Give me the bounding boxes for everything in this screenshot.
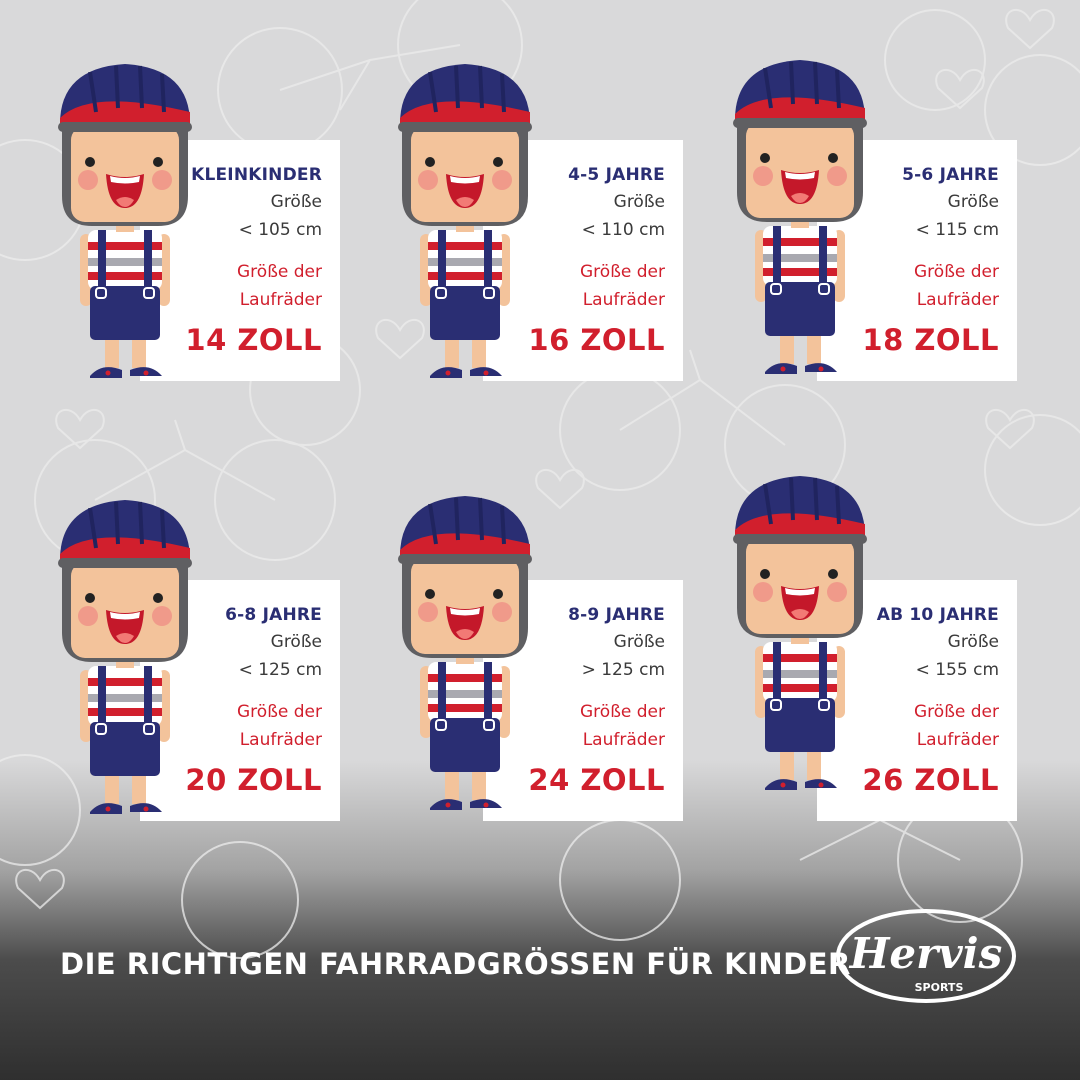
kid-helmet <box>733 476 867 544</box>
kid-overalls <box>765 226 835 336</box>
kid-overalls <box>430 230 500 340</box>
wheel-label: Laufräder <box>239 730 322 750</box>
kid-head <box>737 120 863 222</box>
age-group: 8-9 JAHRE <box>568 605 665 625</box>
card-text: AB 10 JAHRE Größe < 155 cm Größe der Lau… <box>829 602 999 798</box>
height-label: Größe <box>270 192 322 212</box>
kid-shirt <box>763 226 837 286</box>
kid-illustration <box>58 64 192 378</box>
svg-text:SPORTS: SPORTS <box>915 981 964 994</box>
height-value: < 115 cm <box>915 220 999 240</box>
kid-helmet <box>398 496 532 564</box>
kid-overalls <box>90 230 160 340</box>
wheel-label: Größe der <box>914 702 999 722</box>
kid-overalls <box>430 662 500 772</box>
card-text: 6-8 JAHRE Größe < 125 cm Größe der Laufr… <box>152 602 322 798</box>
height-value: < 105 cm <box>238 220 322 240</box>
age-group: AB 10 JAHRE <box>876 605 999 625</box>
wheel-label: Größe der <box>237 702 322 722</box>
kid-overalls <box>765 642 835 752</box>
kid-helmet <box>58 500 192 568</box>
height-value: > 125 cm <box>581 660 665 680</box>
kid-shirt <box>428 662 502 722</box>
card-text: 8-9 JAHRE Größe > 125 cm Größe der Laufr… <box>495 602 665 798</box>
wheel-label: Laufräder <box>582 730 665 750</box>
wheel-size: 16 ZOLL <box>528 323 665 357</box>
age-group: 5-6 JAHRE <box>902 165 999 185</box>
wheel-label: Größe der <box>237 262 322 282</box>
size-card: KLEINKINDER Größe < 105 cm Größe der Lau… <box>140 140 340 381</box>
card-text: KLEINKINDER Größe < 105 cm Größe der Lau… <box>152 162 322 358</box>
height-label: Größe <box>947 192 999 212</box>
wheel-size: 18 ZOLL <box>862 323 999 357</box>
wheel-label: Laufräder <box>916 290 999 310</box>
size-card: 5-6 JAHRE Größe < 115 cm Größe der Laufr… <box>817 140 1017 381</box>
size-card: AB 10 JAHRE Größe < 155 cm Größe der Lau… <box>817 580 1017 821</box>
card-text: 4-5 JAHRE Größe < 110 cm Größe der Laufr… <box>495 162 665 358</box>
wheel-size: 14 ZOLL <box>185 323 322 357</box>
wheel-label: Größe der <box>914 262 999 282</box>
kid-helmet <box>398 64 532 132</box>
wheel-label: Größe der <box>580 702 665 722</box>
height-label: Größe <box>947 632 999 652</box>
height-label: Größe <box>613 192 665 212</box>
kid-shirt <box>88 666 162 726</box>
footer-title: DIE RICHTIGEN FAHRRADGRÖSSEN FÜR KINDER <box>60 947 851 981</box>
kid-head <box>62 124 188 226</box>
wheel-size: 20 ZOLL <box>185 763 322 797</box>
kid-illustration <box>58 500 192 814</box>
svg-text:Hervis: Hervis <box>849 929 1003 978</box>
kid-shirt <box>88 230 162 290</box>
kid-head <box>737 536 863 638</box>
wheel-label: Laufräder <box>239 290 322 310</box>
kid-illustration <box>398 496 532 810</box>
kid-shirt <box>763 642 837 702</box>
hervis-sports-logo: Hervis SPORTS <box>836 909 1016 1003</box>
height-value: < 155 cm <box>915 660 999 680</box>
kid-helmet <box>733 60 867 128</box>
card-text: 5-6 JAHRE Größe < 115 cm Größe der Laufr… <box>829 162 999 358</box>
kid-head <box>402 556 528 658</box>
wheel-label: Größe der <box>580 262 665 282</box>
age-group: 4-5 JAHRE <box>568 165 665 185</box>
height-label: Größe <box>613 632 665 652</box>
kid-illustration <box>733 476 867 790</box>
kid-helmet <box>58 64 192 132</box>
age-group: KLEINKINDER <box>191 165 322 185</box>
kid-illustration <box>733 60 867 374</box>
kid-shirt <box>428 230 502 290</box>
height-label: Größe <box>270 632 322 652</box>
wheel-label: Laufräder <box>582 290 665 310</box>
age-group: 6-8 JAHRE <box>225 605 322 625</box>
kid-head <box>62 560 188 662</box>
kid-overalls <box>90 666 160 776</box>
height-value: < 125 cm <box>238 660 322 680</box>
wheel-size: 26 ZOLL <box>862 763 999 797</box>
kid-head <box>402 124 528 226</box>
wheel-size: 24 ZOLL <box>528 763 665 797</box>
wheel-label: Laufräder <box>916 730 999 750</box>
kid-illustration <box>398 64 532 378</box>
height-value: < 110 cm <box>581 220 665 240</box>
